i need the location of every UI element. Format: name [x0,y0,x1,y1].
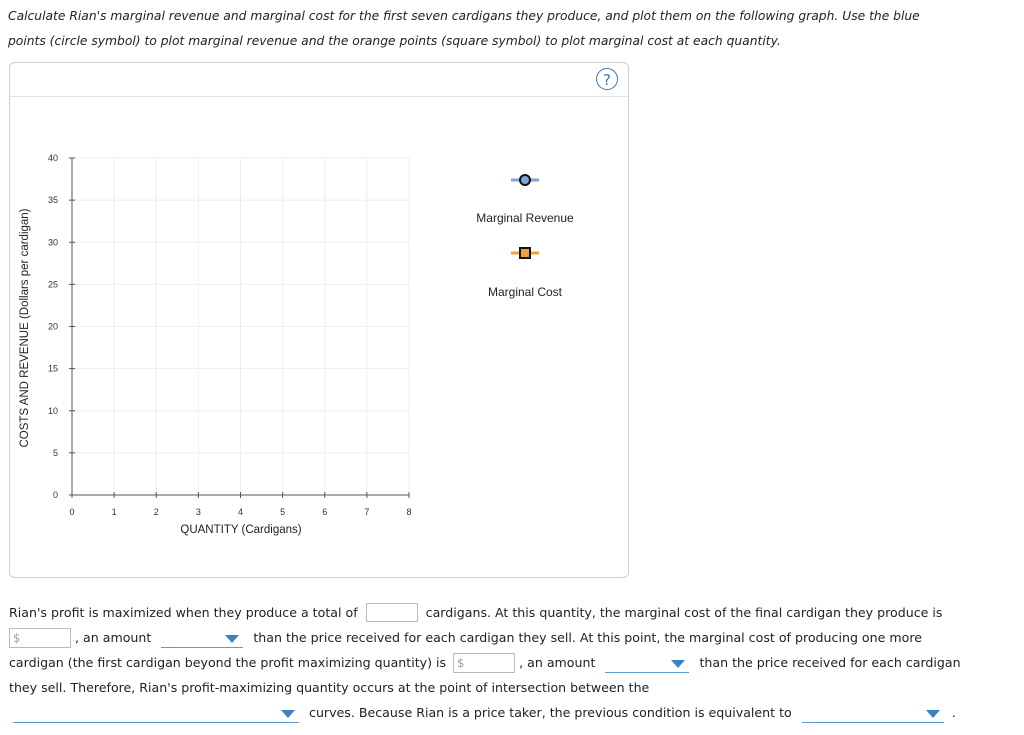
comparison-dropdown-1[interactable] [161,629,244,648]
y-tick-label: 35 [48,195,58,205]
grid [69,157,410,498]
y-tick-labels: 0 5 10 15 20 25 30 35 40 [48,153,58,500]
q-text-3c: than the price received for each cardiga… [699,655,961,670]
graph-toolbar: ? [10,63,628,97]
x-tick-label: 1 [112,507,117,517]
y-tick-label: 0 [53,490,58,500]
quantity-input[interactable] [365,603,418,622]
chevron-down-icon [925,710,940,718]
mr-circle-icon[interactable] [519,174,531,186]
q-text-2b: than the price received for each cardiga… [253,630,922,645]
chevron-down-icon [671,660,686,668]
condition-dropdown[interactable] [801,704,944,723]
legend-marginal-revenue[interactable]: Marginal Revenue [476,174,574,225]
q-text-4: they sell. Therefore, Rian's profit-maxi… [9,680,650,695]
q-text-1a: Rian's profit is maximized when they pro… [9,605,358,620]
curves-dropdown[interactable] [13,704,299,723]
x-tick-label: 7 [364,507,369,517]
y-tick-label: 20 [48,322,58,332]
mc-legend-label: Marginal Cost [488,285,563,299]
x-axis-label: QUANTITY (Cardigans) [180,524,301,536]
x-tick-label: 5 [280,507,285,517]
mc-square-icon[interactable] [519,247,531,259]
question-line-3: cardigan (the first cardigan beyond the … [9,652,961,673]
y-tick-label: 40 [48,153,58,163]
mc-next-input[interactable]: $ [453,652,516,673]
question-line-1: Rian's profit is maximized when they pro… [9,603,942,623]
dollar-sign: $ [457,655,465,670]
y-tick-label: 5 [53,448,58,458]
graph-panel: ? [9,62,629,578]
q-text-5end: . [951,705,956,720]
x-tick-label: 6 [322,507,327,517]
chevron-down-icon [225,635,240,643]
help-icon[interactable]: ? [596,68,618,90]
q-text-3b: , an amount [519,655,596,670]
instructions-line-1: Calculate Rian's marginal revenue and ma… [8,9,920,23]
comparison-dropdown-2[interactable] [605,654,690,673]
mc-final-input[interactable]: $ [9,627,71,648]
q-text-2a: , an amount [75,630,152,645]
legend-marginal-cost[interactable]: Marginal Cost [488,247,563,299]
y-tick-label: 25 [48,279,58,289]
x-tick-label: 3 [196,507,201,517]
y-tick-label: 15 [48,364,58,374]
x-tick-label: 8 [406,507,411,517]
dollar-sign: $ [13,630,21,645]
instructions: Calculate Rian's marginal revenue and ma… [8,4,1008,54]
x-tick-label: 0 [69,507,74,517]
question-line-5: curves. Because Rian is a price taker, t… [9,703,956,723]
y-axis-label: COSTS AND REVENUE (Dollars per cardigan) [19,208,31,447]
mr-legend-label: Marginal Revenue [476,211,574,225]
question-line-4: they sell. Therefore, Rian's profit-maxi… [9,678,649,698]
q-text-5a: curves. Because Rian is a price taker, t… [309,705,792,720]
x-tick-labels: 0 1 2 3 4 5 6 7 8 [69,507,411,517]
question-line-2: $ , an amount than the price received fo… [9,627,922,648]
x-tick-label: 2 [154,507,159,517]
y-tick-label: 30 [48,237,58,247]
q-text-1b: cardigans. At this quantity, the margina… [425,605,943,620]
chevron-down-icon [281,710,295,718]
y-tick-label: 10 [48,406,58,416]
instructions-line-2: points (circle symbol) to plot marginal … [8,34,781,48]
q-text-3a: cardigan (the first cardigan beyond the … [9,655,447,670]
x-tick-label: 4 [238,507,243,517]
